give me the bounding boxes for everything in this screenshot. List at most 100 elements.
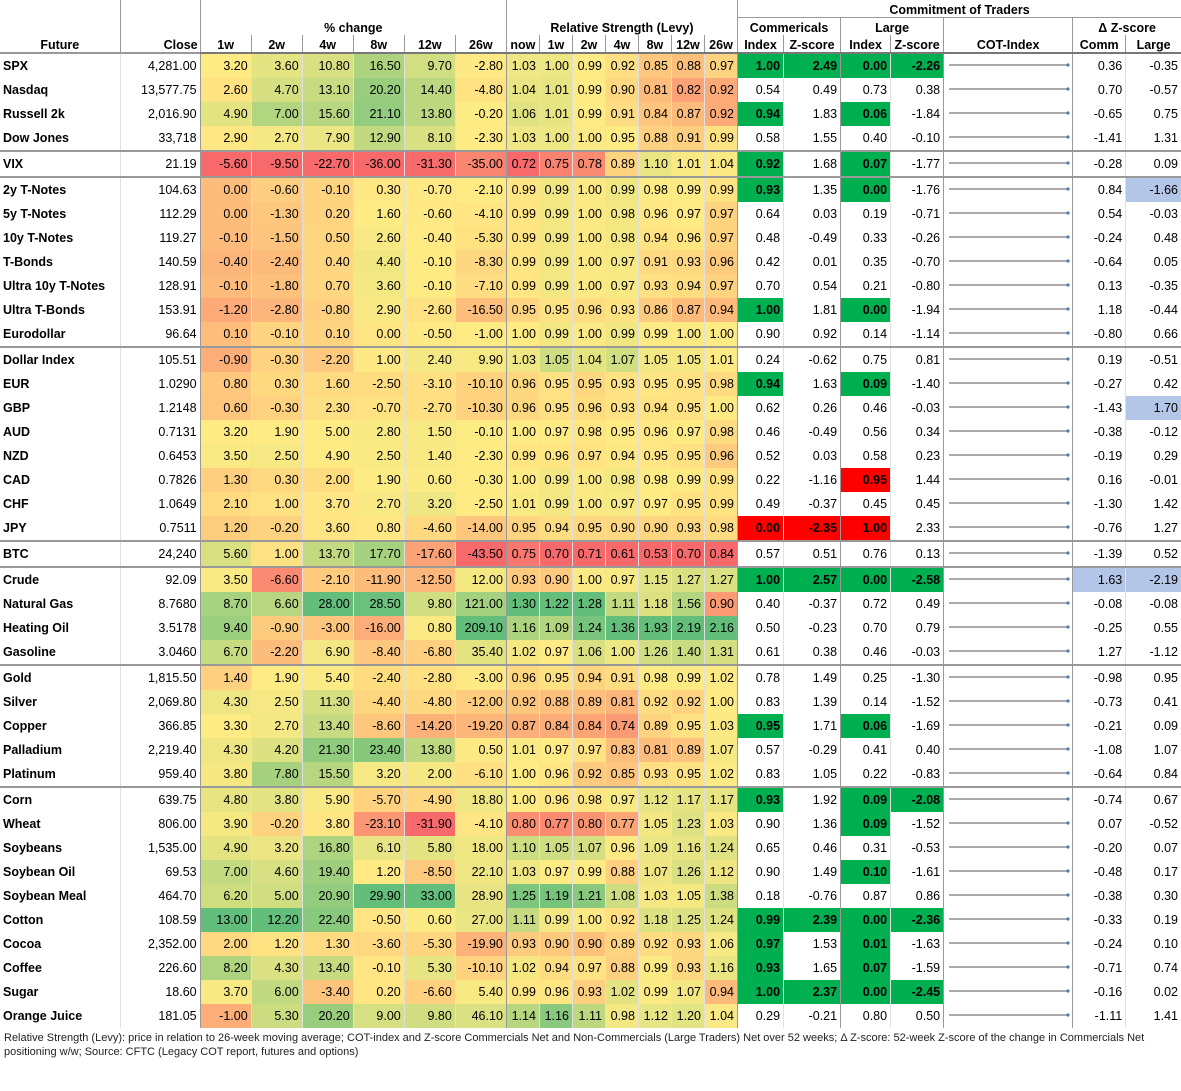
pct-change: -12.50: [403, 566, 456, 592]
future-name: JPY: [3, 521, 27, 535]
large-zscore: -0.80: [890, 274, 944, 298]
pct-change: 4.90: [199, 102, 252, 126]
pct-change: 0.60: [199, 396, 252, 420]
pct-change: -3.10: [403, 372, 456, 396]
pct-change: 4.60: [250, 860, 303, 884]
relative-strength: 1.31: [703, 640, 738, 665]
dz-comm: -1.08: [1072, 738, 1126, 762]
pct-change: -7.10: [454, 274, 507, 298]
relative-strength: 1.25: [670, 908, 705, 932]
relative-strength: 0.99: [505, 176, 540, 202]
header-large: Large: [840, 17, 944, 35]
row: SPX 4,281.00 3.20 3.60 10.80 16.50 9.70 -2.80 1.…: [0, 52, 1181, 78]
relative-strength: 0.93: [637, 762, 672, 787]
sparkline-frame: [949, 380, 1070, 385]
relative-strength: 0.92: [670, 690, 705, 714]
cot-index-spark: [943, 786, 1073, 812]
large-zscore: 0.86: [890, 884, 944, 908]
relative-strength: 0.94: [703, 298, 738, 322]
relative-strength: 1.26: [637, 640, 672, 665]
relative-strength: 0.94: [703, 980, 738, 1004]
relative-strength: 0.99: [670, 176, 705, 202]
cot-index-spark: [943, 468, 1073, 492]
pct-change: 2.70: [250, 126, 303, 151]
pct-change: -1.30: [250, 202, 303, 226]
large-zscore: -0.70: [890, 250, 944, 274]
future-name: 10y T-Notes: [3, 231, 74, 245]
relative-strength: 1.11: [571, 1004, 606, 1028]
pct-change: -12.00: [454, 690, 507, 714]
large-index: 0.40: [840, 126, 891, 151]
pct-change: 9.70: [403, 52, 456, 78]
close-value: 1,535.00: [119, 836, 201, 860]
pct-change: 10.80: [301, 52, 354, 78]
relative-strength: 0.93: [604, 298, 639, 322]
large-index: 0.56: [840, 420, 891, 444]
sparkline-frame: [949, 524, 1070, 529]
cot-index-spark: [943, 102, 1073, 126]
relative-strength: 1.03: [637, 884, 672, 908]
sparkline-frame: [949, 820, 1070, 825]
relative-strength: 0.97: [703, 274, 738, 298]
relative-strength: 0.97: [703, 202, 738, 226]
sparkline-frame: [949, 476, 1070, 481]
cot-index-spark: [943, 836, 1073, 860]
large-zscore: 0.45: [890, 492, 944, 516]
pct-change: 0.10: [301, 322, 354, 347]
row: T-Bonds 140.59 -0.40 -2.40 0.40 4.40 -0.10 -8.3…: [0, 250, 1181, 274]
pct-change: 3.20: [250, 836, 303, 860]
sparkline-frame: [949, 1012, 1070, 1017]
pct-change: -0.80: [301, 298, 354, 322]
close-value: 1.2148: [119, 396, 201, 420]
pct-change: 3.30: [199, 714, 252, 738]
large-index: 0.07: [840, 956, 891, 980]
row: Dollar Index 105.51 -0.90 -0.30 -2.20 1.00 2.4…: [0, 346, 1181, 372]
pct-change: -0.20: [250, 812, 303, 836]
large-zscore: 0.81: [890, 346, 944, 372]
future-name: Platinum: [3, 767, 56, 781]
large-zscore: -0.53: [890, 836, 944, 860]
pct-change: 121.00: [454, 592, 507, 616]
row: Copper 366.85 3.30 2.70 13.40 -8.60 -14.20 -19.…: [0, 714, 1181, 738]
pct-change: -6.80: [403, 640, 456, 665]
close-value: 69.53: [119, 860, 201, 884]
sparkline-frame: [949, 404, 1070, 409]
pct-change: 33.00: [403, 884, 456, 908]
header-period: 26w: [454, 35, 507, 54]
relative-strength: 0.99: [703, 492, 738, 516]
pct-change: 1.40: [199, 664, 252, 690]
cot-index-spark: [943, 908, 1073, 932]
relative-strength: 1.10: [505, 836, 540, 860]
commercials-zscore: 1.53: [783, 932, 841, 956]
pct-change: -22.70: [301, 150, 354, 177]
relative-strength: 0.90: [538, 566, 573, 592]
header-period: 26w: [703, 35, 738, 54]
relative-strength: 0.98: [604, 468, 639, 492]
pct-change: -4.60: [403, 516, 456, 541]
pct-change: -3.00: [301, 616, 354, 640]
relative-strength: 0.98: [604, 1004, 639, 1028]
large-index: 0.58: [840, 444, 891, 468]
large-index: 0.46: [840, 396, 891, 420]
pct-change: 3.80: [199, 762, 252, 787]
relative-strength: 0.53: [637, 540, 672, 567]
large-zscore: -2.36: [890, 908, 944, 932]
relative-strength: 0.99: [505, 274, 540, 298]
sparkline-frame: [949, 428, 1070, 433]
relative-strength: 1.00: [571, 274, 606, 298]
header-pct-change: % change: [199, 0, 507, 35]
row: Corn 639.75 4.80 3.80 5.90 -5.70 -4.90 18.80 1.0…: [0, 786, 1181, 812]
relative-strength: 1.27: [703, 566, 738, 592]
commercials-index: 0.46: [736, 420, 784, 444]
relative-strength: 0.93: [670, 250, 705, 274]
relative-strength: 0.99: [538, 250, 573, 274]
relative-strength: 0.70: [538, 540, 573, 567]
pct-change: -2.60: [403, 298, 456, 322]
relative-strength: 0.94: [637, 396, 672, 420]
relative-strength: 1.01: [703, 346, 738, 372]
large-zscore: 0.13: [890, 540, 944, 567]
pct-change: 2.90: [199, 126, 252, 151]
pct-change: 4.20: [250, 738, 303, 762]
dz-large: 0.17: [1125, 860, 1181, 884]
